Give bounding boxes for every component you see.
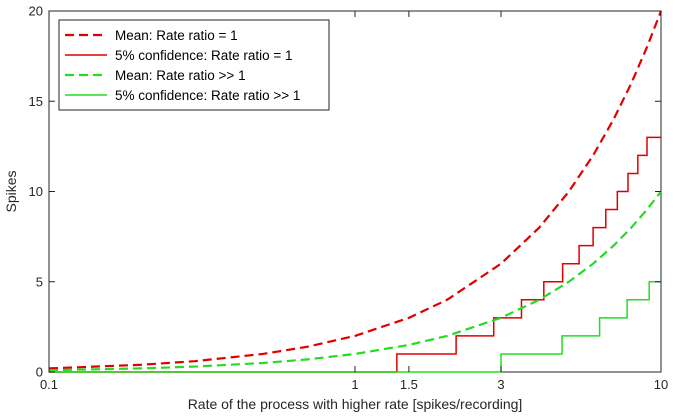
x-tick-label: 1 xyxy=(351,377,358,392)
y-tick-label: 15 xyxy=(29,94,43,109)
legend-label: Mean: Rate ratio = 1 xyxy=(115,28,238,43)
y-axis-label: Spikes xyxy=(3,170,19,212)
legend-label: 5% confidence: Rate ratio >> 1 xyxy=(115,88,300,103)
x-tick-label: 3 xyxy=(497,377,504,392)
legend-label: Mean: Rate ratio >> 1 xyxy=(115,68,246,83)
y-tick-label: 5 xyxy=(36,274,43,289)
x-tick-label: 1.5 xyxy=(400,377,418,392)
y-tick-label: 20 xyxy=(29,4,43,19)
x-axis-label: Rate of the process with higher rate [sp… xyxy=(188,396,523,412)
legend-label: 5% confidence: Rate ratio = 1 xyxy=(115,48,292,63)
x-tick-label: 10 xyxy=(654,377,668,392)
y-tick-label: 10 xyxy=(29,184,43,199)
legend: Mean: Rate ratio = 1 5% confidence: Rate … xyxy=(59,20,329,110)
y-tick-label: 0 xyxy=(36,365,43,380)
